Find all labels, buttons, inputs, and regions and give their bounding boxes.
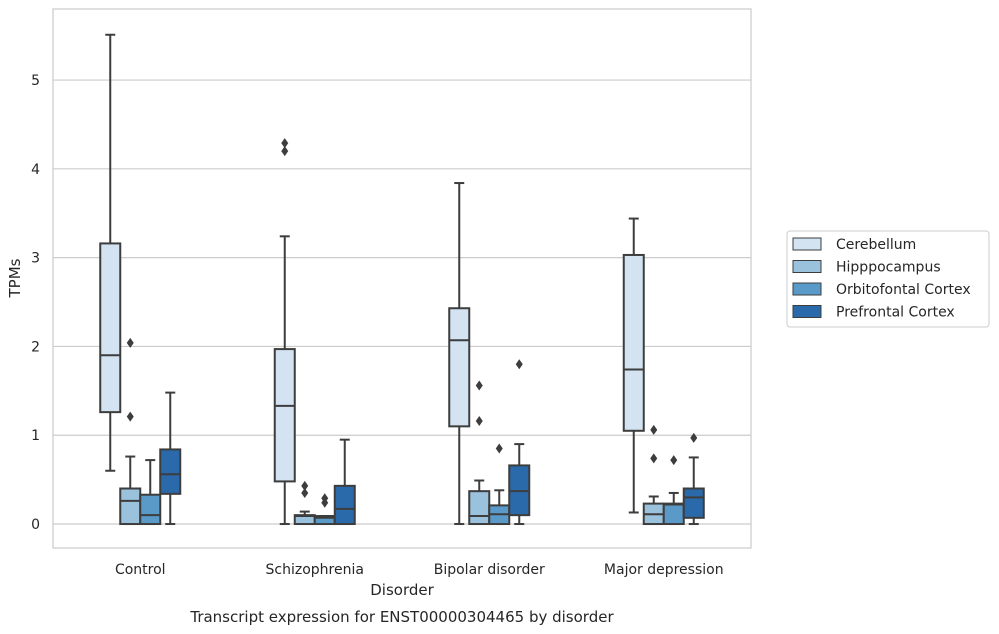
box <box>99 242 122 414</box>
box <box>662 502 685 526</box>
outlier-point <box>495 443 503 454</box>
box-hipppocampus <box>293 480 316 526</box>
box-hipppocampus <box>642 424 665 526</box>
y-tick-labels: 0 1 2 3 4 5 <box>31 73 40 533</box>
box <box>622 253 645 432</box>
plot-frame <box>52 8 752 549</box>
box-orbitofontal-cortex <box>313 493 336 526</box>
box <box>273 348 296 483</box>
box <box>119 487 142 526</box>
legend-label: Hipppocampus <box>836 260 941 276</box>
y-tick-label: 3 <box>31 251 40 267</box>
legend-swatch <box>792 305 822 318</box>
box-cerebellum <box>273 138 296 526</box>
y-axis-title: TPMs <box>6 258 24 298</box>
plot-area <box>53 9 751 548</box>
y-tick-label: 2 <box>31 339 40 355</box>
box-prefrontal-cortex <box>159 391 182 526</box>
x-tick-labels: Control Schizophrenia Bipolar disorder Majo… <box>115 562 724 578</box>
x-tick-label: Schizophrenia <box>266 562 364 578</box>
box-prefrontal-cortex <box>508 359 531 526</box>
legend-label: Orbitofontal Cortex <box>836 282 971 298</box>
x-tick-label: Major depression <box>604 562 724 578</box>
box-cerebellum <box>448 182 471 526</box>
box-cerebellum <box>622 217 645 514</box>
box-hipppocampus <box>468 380 491 526</box>
legend-frame <box>786 230 990 328</box>
legend: Cerebellum Hipppocampus Orbitofontal Corte… <box>786 230 990 328</box>
box-prefrontal-cortex <box>682 432 705 526</box>
x-tick-label: Bipolar disorder <box>434 562 545 578</box>
legend-swatch <box>792 260 822 273</box>
outlier-point <box>126 411 134 422</box>
y-tick-label: 4 <box>31 162 40 178</box>
outlier-point <box>301 487 309 498</box>
outlier-point <box>301 480 309 491</box>
y-tick-label: 1 <box>31 428 40 444</box>
y-tick-label: 5 <box>31 73 40 89</box>
outlier-point <box>650 424 658 435</box>
x-axis-title: Disorder <box>370 581 434 599</box>
box-cerebellum <box>99 33 122 472</box>
outlier-point <box>281 146 289 157</box>
outlier-point <box>515 359 523 370</box>
legend-swatch <box>792 282 822 296</box>
chart-title: Transcript expression for ENST0000030446… <box>189 608 614 626</box>
outlier-point <box>690 432 698 443</box>
box-hipppocampus <box>119 337 142 526</box>
legend-label: Cerebellum <box>836 237 916 253</box>
box <box>159 448 182 495</box>
outlier-point <box>650 453 658 464</box>
legend-label: Prefrontal Cortex <box>836 305 955 321</box>
box <box>468 490 491 526</box>
outlier-point <box>321 497 329 508</box>
legend-swatch <box>792 237 822 251</box>
box-prefrontal-cortex <box>333 438 356 526</box>
box <box>682 487 705 519</box>
box-orbitofontal-cortex <box>139 459 162 526</box>
outlier-point <box>281 138 289 149</box>
outlier-point <box>670 455 678 466</box>
outlier-point <box>126 337 134 348</box>
box <box>139 493 162 526</box>
box <box>333 484 356 526</box>
x-tick-label: Control <box>115 562 166 578</box>
y-tick-label: 0 <box>31 517 40 533</box>
outlier-point <box>475 416 483 427</box>
outlier-point <box>475 380 483 391</box>
box-groups <box>99 33 705 526</box>
box <box>448 307 471 428</box>
